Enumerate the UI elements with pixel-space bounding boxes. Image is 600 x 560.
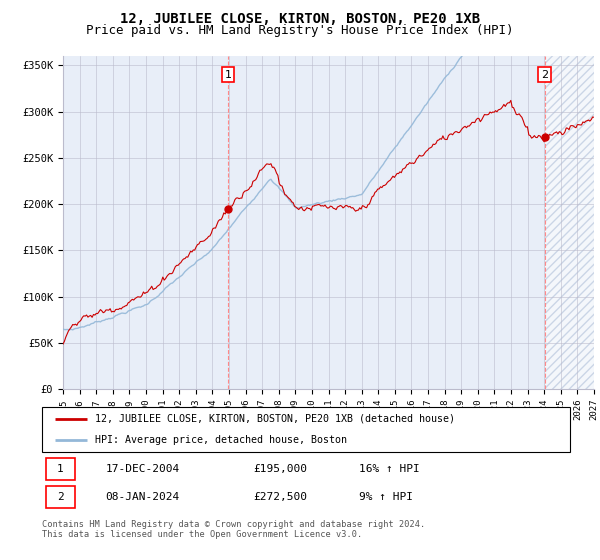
FancyBboxPatch shape (42, 407, 570, 452)
Text: 17-DEC-2004: 17-DEC-2004 (106, 464, 179, 474)
Text: HPI: Average price, detached house, Boston: HPI: Average price, detached house, Bost… (95, 435, 347, 445)
Text: 08-JAN-2024: 08-JAN-2024 (106, 492, 179, 502)
Text: Price paid vs. HM Land Registry's House Price Index (HPI): Price paid vs. HM Land Registry's House … (86, 24, 514, 36)
Text: 9% ↑ HPI: 9% ↑ HPI (359, 492, 413, 502)
Text: £272,500: £272,500 (253, 492, 307, 502)
Text: 12, JUBILEE CLOSE, KIRTON, BOSTON, PE20 1XB (detached house): 12, JUBILEE CLOSE, KIRTON, BOSTON, PE20 … (95, 414, 455, 424)
Bar (545, 56, 594, 389)
Text: £195,000: £195,000 (253, 464, 307, 474)
FancyBboxPatch shape (46, 486, 75, 508)
FancyBboxPatch shape (46, 458, 75, 480)
Text: 1: 1 (57, 464, 64, 474)
Bar (545, 56, 594, 389)
Text: 2: 2 (57, 492, 64, 502)
Text: 1: 1 (224, 69, 232, 80)
Text: 16% ↑ HPI: 16% ↑ HPI (359, 464, 419, 474)
Text: 2: 2 (541, 69, 548, 80)
Text: Contains HM Land Registry data © Crown copyright and database right 2024.
This d: Contains HM Land Registry data © Crown c… (42, 520, 425, 539)
Text: 12, JUBILEE CLOSE, KIRTON, BOSTON, PE20 1XB: 12, JUBILEE CLOSE, KIRTON, BOSTON, PE20 … (120, 12, 480, 26)
